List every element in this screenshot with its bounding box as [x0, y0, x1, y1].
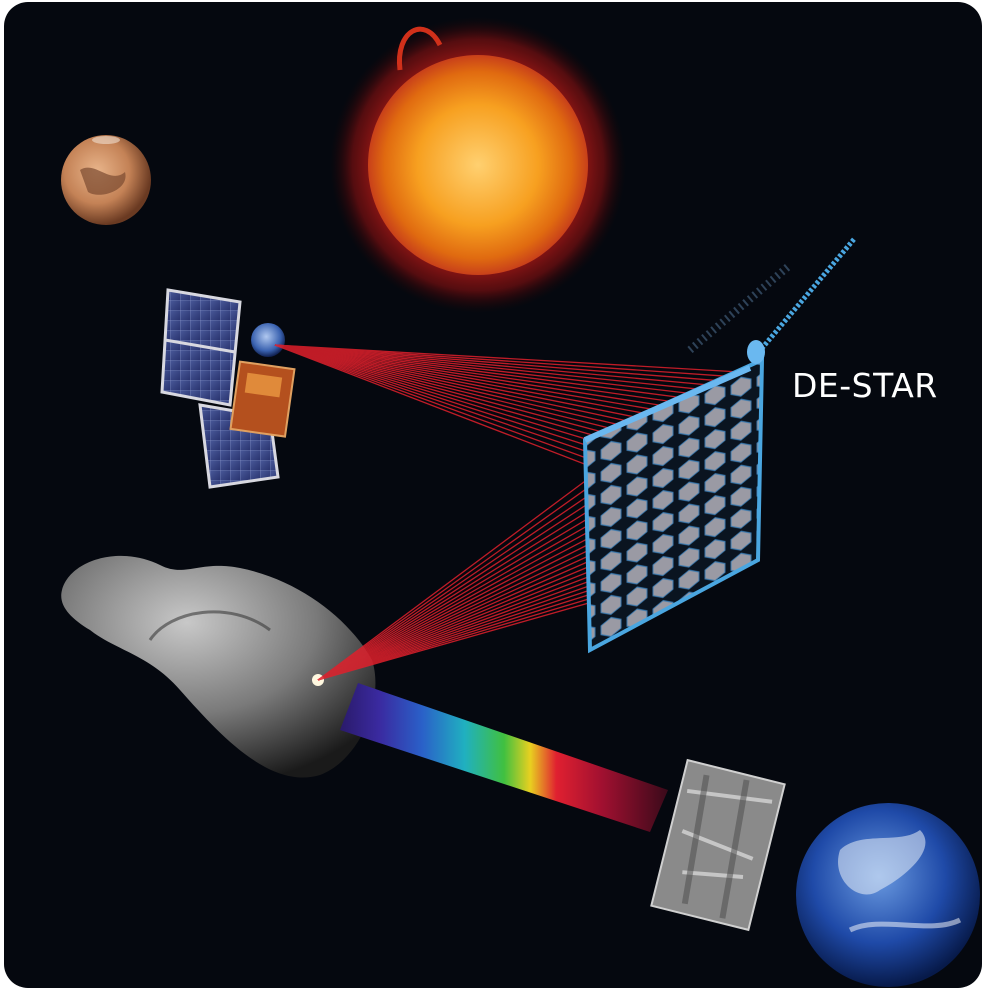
laser-beams — [274, 344, 741, 681]
destar-label: DE-STAR — [792, 366, 938, 405]
satellite — [160, 288, 296, 489]
earth-small — [251, 323, 285, 357]
laser-array — [582, 236, 857, 654]
mars — [61, 135, 151, 225]
sun — [330, 17, 626, 313]
surface-image — [650, 758, 786, 932]
spectrum-beam — [340, 683, 668, 832]
earth — [796, 803, 980, 987]
